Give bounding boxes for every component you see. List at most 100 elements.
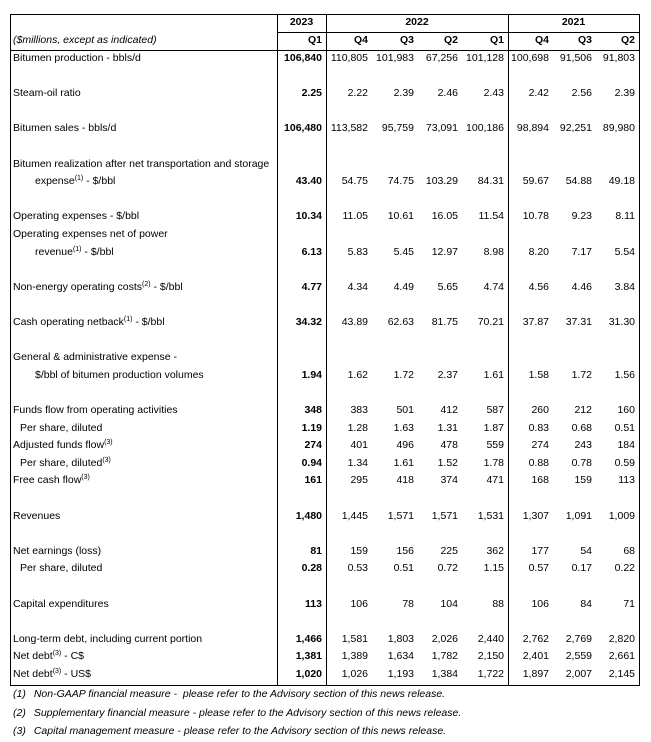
cell-value: 1.34 [347,456,368,469]
row-label: $/bbl of bitumen production volumes [35,367,204,385]
cell-value: 5.83 [347,245,368,258]
rule [326,14,327,686]
cell-value: 91,803 [602,52,635,64]
label-text: Capital expenditures [13,597,109,610]
cell-value: 1,480 [295,509,322,522]
footnote-text: Capital management measure - please refe… [33,725,447,737]
cell-value: 1,381 [295,650,322,663]
cell-value: 177 [531,544,549,557]
cell-value: 0.28 [301,562,322,575]
label-text: Per share, diluted [20,456,103,469]
cell-value: 1.94 [301,368,322,381]
footnote-text: Supplementary financial measure - please… [33,706,462,719]
row-label: Operating expenses net of power [13,226,168,244]
label-text: - US$ [61,668,92,680]
row-label: Per share, diluted(3) [20,455,111,473]
cell-value: 11.54 [478,210,505,223]
units-note: ($millions, except as indicated) [13,34,157,46]
cell-value: 5.54 [614,245,635,258]
cell-value: 81.75 [431,316,458,328]
cell-value: 0.17 [571,562,592,575]
cell-value: 1.61 [483,368,504,381]
cell-value: 2,026 [431,632,458,645]
footnote: (1) Non-GAAP financial measure - please r… [13,686,445,704]
cell-value: 78 [402,597,414,610]
cell-value: 95,759 [381,122,414,135]
cell-value: 9.23 [571,210,592,223]
cell-value: 6.13 [301,245,322,258]
cell-value: 0.72 [437,562,458,575]
row-label: Long-term debt, including current portio… [13,631,202,649]
cell-value: 1,026 [341,668,368,680]
cell-value: 12.97 [431,245,458,258]
cell-value: 4.77 [301,280,322,293]
label-text: Net debt [13,668,53,680]
quarter-header: Q4 [534,34,549,46]
cell-value: 11.05 [342,210,369,223]
cell-value: 10.61 [387,210,414,223]
quarter-header: Q4 [353,34,368,46]
cell-value: 243 [574,439,592,452]
cell-value: 478 [440,439,458,452]
footnote-ref: (3) [102,456,111,464]
cell-value: 62.63 [387,316,414,328]
footnote-ref: (3) [52,668,62,675]
label-text: Net earnings (loss) [13,544,102,557]
cell-value: 1,722 [477,668,504,680]
cell-value: 88 [492,597,504,610]
cell-value: 1,091 [565,509,592,522]
cell-value: 348 [304,404,322,416]
label-text: Steam-oil ratio [13,87,81,100]
cell-value: 2.42 [528,87,549,100]
cell-value: 1,445 [341,509,368,522]
cell-value: 1,571 [431,509,458,522]
footnote: (2) Supplementary financial measure - ple… [13,705,461,723]
cell-value: 1.87 [483,421,504,434]
row-label: Net debt(3) - C$ [13,648,84,666]
cell-value: 1,193 [387,668,414,680]
label-text: revenue [35,245,73,258]
quarter-header: Q2 [443,34,458,46]
cell-value: 1,803 [387,632,414,645]
rule [639,14,640,686]
label-text: Cash operating netback [13,316,124,328]
cell-value: 84 [580,597,592,610]
cell-value: 2.37 [437,368,458,381]
cell-value: 34.32 [295,316,322,328]
footnote-ref: (1) [74,175,84,183]
cell-value: 7.17 [571,245,592,258]
label-text: Non-energy operating costs [13,280,142,293]
cell-value: 106,840 [284,52,322,64]
cell-value: 74.75 [387,175,414,188]
cell-value: 31.30 [608,316,635,328]
cell-value: 295 [350,474,368,487]
cell-value: 98,894 [516,122,549,135]
label-text: - $/bbl [83,175,116,188]
cell-value: 1,384 [431,668,458,680]
cell-value: 156 [396,544,414,557]
cell-value: 412 [440,404,458,416]
cell-value: 0.94 [301,456,322,469]
cell-value: 0.51 [393,562,414,575]
cell-value: 103.29 [425,175,458,188]
label-text: Bitumen sales - bbls/d [13,122,117,135]
cell-value: 4.49 [393,280,414,293]
cell-value: 2,769 [565,632,592,645]
row-label: Per share, diluted [20,420,102,438]
cell-value: 2,440 [477,632,504,645]
cell-value: 0.51 [614,421,635,434]
row-label: Funds flow from operating activities [13,402,178,420]
cell-value: 89,980 [602,122,635,135]
cell-value: 1.62 [347,368,368,381]
cell-value: 1,009 [608,509,635,522]
cell-value: 159 [350,544,368,557]
cell-value: 1,897 [522,668,549,680]
cell-value: 1.72 [571,368,592,381]
cell-value: 101,128 [466,52,504,64]
cell-value: 106 [531,597,549,610]
row-label: Bitumen realization after net transporta… [13,156,269,174]
cell-value: 1.72 [393,368,414,381]
label-text: Funds flow from operating activities [13,404,178,416]
cell-value: 1,466 [295,632,322,645]
